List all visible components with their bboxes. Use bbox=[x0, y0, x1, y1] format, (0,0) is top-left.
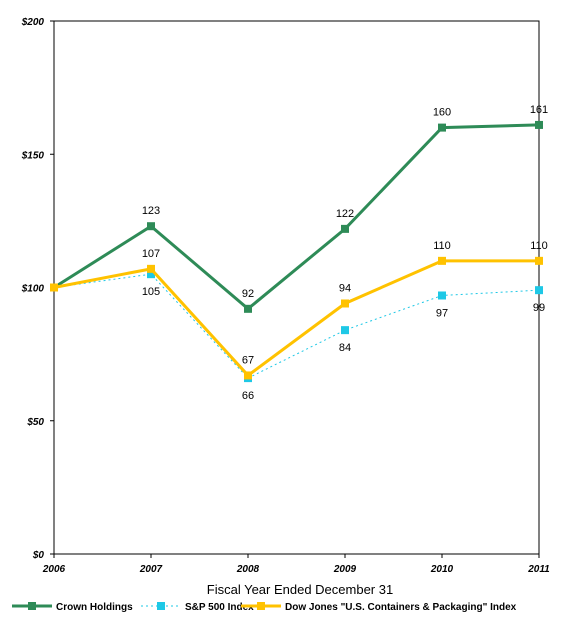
data-point bbox=[535, 120, 543, 129]
legend-item: S&P 500 Index bbox=[141, 602, 254, 613]
data-label: 160 bbox=[433, 107, 451, 119]
data-point bbox=[341, 224, 349, 233]
data-label: 84 bbox=[339, 342, 351, 354]
data-label: 92 bbox=[242, 288, 254, 300]
data-point bbox=[535, 286, 543, 295]
legend-label: S&P 500 Index bbox=[185, 602, 254, 613]
data-label: 110 bbox=[433, 240, 451, 252]
y-tick-label: $50 bbox=[26, 417, 44, 428]
data-label: 105 bbox=[142, 286, 160, 298]
x-tick-label: 2007 bbox=[139, 564, 163, 575]
y-tick-label: $200 bbox=[21, 17, 45, 28]
data-point bbox=[535, 256, 543, 265]
x-axis-title: Fiscal Year Ended December 31 bbox=[207, 582, 393, 597]
data-point bbox=[244, 304, 252, 313]
data-point bbox=[50, 283, 58, 292]
x-tick-label: 2010 bbox=[430, 564, 454, 575]
data-label: 122 bbox=[336, 208, 354, 220]
data-label: 94 bbox=[339, 282, 351, 294]
series-line bbox=[53, 273, 540, 379]
data-point bbox=[438, 291, 446, 300]
legend-label: Dow Jones "U.S. Containers & Packaging" … bbox=[285, 602, 517, 613]
x-tick-label: 2008 bbox=[236, 564, 260, 575]
x-tick-label: 2006 bbox=[42, 564, 66, 575]
data-point bbox=[341, 299, 349, 308]
series-2 bbox=[50, 256, 543, 380]
data-point bbox=[147, 270, 155, 279]
data-point bbox=[244, 371, 252, 380]
data-label: 110 bbox=[530, 240, 548, 252]
legend-marker bbox=[157, 602, 165, 610]
x-tick-label: 2009 bbox=[333, 564, 357, 575]
data-label: 123 bbox=[142, 205, 160, 217]
legend-marker bbox=[28, 602, 36, 610]
legend-item: Crown Holdings bbox=[12, 602, 133, 613]
data-label: 66 bbox=[242, 390, 254, 402]
x-tick-label: 2011 bbox=[527, 564, 550, 575]
y-tick-label: $150 bbox=[21, 150, 45, 161]
data-label: 99 bbox=[533, 302, 545, 314]
legend-marker bbox=[257, 602, 265, 610]
legend-label: Crown Holdings bbox=[56, 602, 133, 613]
series-line bbox=[53, 123, 540, 311]
data-label: 161 bbox=[530, 104, 548, 116]
data-label: 67 bbox=[242, 354, 254, 366]
plot-area bbox=[53, 20, 540, 555]
data-label: 107 bbox=[142, 248, 160, 260]
series-line bbox=[53, 259, 539, 378]
y-axis: $0 $50 $100 $150 $200 bbox=[21, 17, 54, 561]
data-point bbox=[341, 326, 349, 335]
legend: Crown Holdings S&P 500 Index Dow Jones "U.… bbox=[12, 602, 517, 613]
y-tick-label: $100 bbox=[21, 284, 45, 295]
legend-item: Dow Jones "U.S. Containers & Packaging" … bbox=[241, 602, 517, 613]
data-label: 97 bbox=[436, 307, 448, 319]
y-tick-label: $0 bbox=[32, 550, 45, 561]
data-point bbox=[438, 256, 446, 265]
data-labels: 123 92 122 160 161 105 66 84 97 99 107 67 94 110 110 bbox=[142, 104, 548, 402]
x-axis: 2006 2007 2008 2009 2010 2011 bbox=[42, 554, 550, 575]
series-layer bbox=[50, 120, 543, 383]
data-point bbox=[147, 264, 155, 273]
data-point bbox=[147, 222, 155, 231]
data-point bbox=[438, 123, 446, 132]
